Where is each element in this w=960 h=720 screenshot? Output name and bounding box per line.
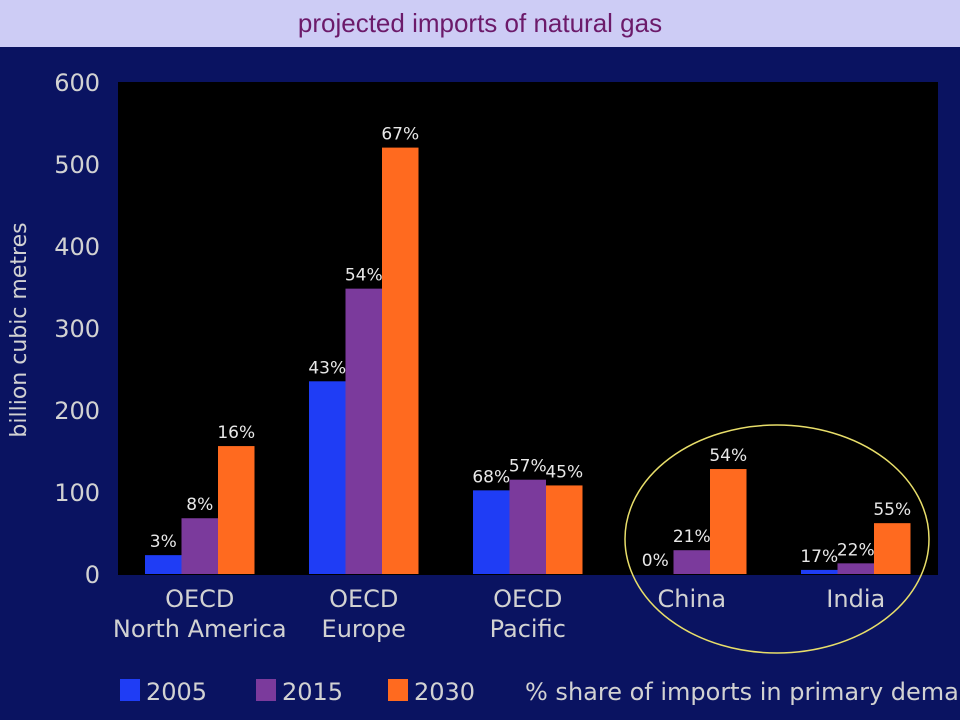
bar-data-label: 22% (837, 540, 875, 560)
legend-label: 2015 (282, 678, 343, 706)
bar-data-label: 45% (545, 462, 583, 482)
bar-data-label: 8% (186, 495, 213, 515)
y-tick-label: 200 (54, 397, 100, 425)
bar-2030 (710, 469, 747, 574)
y-tick-label: 100 (54, 479, 100, 507)
category-label: Pacific (490, 615, 566, 643)
bar-2030 (218, 446, 255, 574)
bar-2015 (837, 563, 874, 574)
y-axis: 0 100 200 300 400 500 600 (54, 69, 100, 589)
highlight-ellipse (624, 424, 930, 654)
bar-data-label: 21% (673, 527, 711, 547)
bar-2005 (309, 381, 346, 574)
category-label: Europe (322, 615, 406, 643)
bar-data-label: 57% (509, 457, 547, 477)
legend-swatch-2005 (120, 679, 140, 701)
bar-data-label: 67% (381, 125, 419, 145)
y-tick-label: 0 (85, 561, 100, 589)
bar-2015 (509, 479, 546, 574)
y-tick-label: 600 (54, 69, 100, 97)
y-axis-label: billion cubic metres (7, 222, 32, 437)
bar-labels: 3% 8% 16% 43% 54% 67% 68%57%45% 0%21% 54% 17%22% 5… (150, 125, 911, 571)
bar-2030 (382, 147, 419, 574)
bar-2005 (801, 569, 838, 574)
y-tick-label: 300 (54, 315, 100, 343)
legend-label: 2030 (414, 678, 475, 706)
category-label: OECD (493, 585, 562, 613)
bar-data-label: 68% (472, 467, 510, 487)
bar-2015 (181, 518, 218, 574)
bar-data-label: 16% (217, 423, 255, 443)
category-label: India (826, 585, 885, 613)
legend-label: 2005 (146, 678, 207, 706)
bar-data-label: 54% (345, 266, 383, 286)
category-label: North America (113, 615, 287, 643)
bar-data-label: 43% (308, 358, 346, 378)
category-label: OECD (165, 585, 234, 613)
bar-2030 (546, 485, 583, 574)
legend-swatch-2015 (256, 679, 276, 701)
bars (145, 147, 911, 574)
bar-2030 (874, 523, 911, 574)
bar-2005 (473, 490, 510, 574)
title-bar: projected imports of natural gas (0, 0, 960, 47)
category-label: China (657, 585, 726, 613)
bar-data-label: 54% (709, 446, 747, 466)
chart: 0 100 200 300 400 500 600 billion cubic metres… (7, 69, 960, 706)
bar-2015 (673, 550, 710, 574)
bar-data-label: 0% (642, 551, 669, 571)
page-title: projected imports of natural gas (297, 8, 663, 38)
bar-2015 (345, 288, 382, 574)
y-tick-label: 500 (54, 151, 100, 179)
legend-swatch-2030 (388, 679, 408, 701)
y-tick-label: 400 (54, 233, 100, 261)
legend-note: % share of imports in primary demand (525, 678, 960, 706)
category-label: OECD (329, 585, 398, 613)
bar-data-label: 3% (150, 532, 177, 552)
bar-data-label: 55% (873, 500, 911, 520)
bar-data-label: 17% (800, 547, 838, 567)
bar-2005 (145, 555, 182, 574)
legend: 2005 2015 2030 % share of imports in primar… (120, 678, 960, 706)
